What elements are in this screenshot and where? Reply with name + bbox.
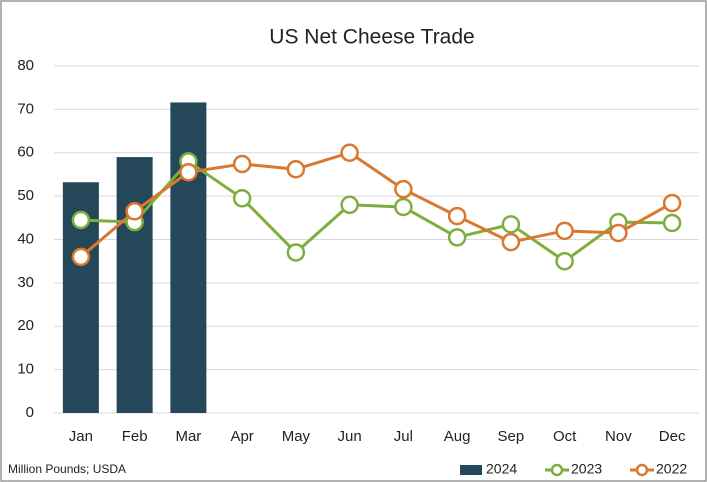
x-tick-label: May	[282, 428, 311, 445]
legend-swatch	[635, 463, 649, 477]
marker	[662, 193, 682, 213]
marker	[447, 206, 467, 226]
bar	[170, 102, 207, 413]
source-note: Million Pounds; USDA	[8, 462, 126, 476]
y-tick-label: 40	[17, 230, 34, 247]
marker	[179, 163, 198, 182]
marker	[501, 215, 521, 234]
legend-label: 2022	[656, 461, 687, 477]
marker	[286, 243, 306, 262]
x-tick-label: Oct	[553, 428, 577, 445]
marker	[340, 143, 359, 162]
marker	[501, 232, 521, 252]
marker	[662, 213, 682, 233]
marker	[555, 251, 574, 271]
x-tick-label: Jun	[338, 428, 362, 445]
marker	[609, 223, 628, 243]
x-tick-label: Jan	[69, 428, 93, 445]
marker	[394, 197, 413, 217]
marker	[555, 221, 574, 241]
x-tick-label: Jul	[394, 428, 413, 445]
marker	[71, 247, 91, 267]
marker	[286, 159, 306, 179]
y-tick-label: 30	[17, 274, 34, 291]
x-tick-label: Apr	[230, 428, 253, 445]
y-tick-label: 80	[17, 57, 34, 74]
y-tick-label: 20	[17, 317, 34, 334]
marker	[71, 210, 91, 230]
x-tick-label: Mar	[175, 428, 201, 445]
legend-label: 2024	[486, 461, 517, 477]
marker	[340, 195, 359, 215]
y-tick-label: 10	[17, 361, 34, 378]
marker	[447, 228, 467, 247]
x-tick-label: Aug	[444, 428, 471, 445]
x-tick-label: Nov	[605, 428, 632, 445]
legend-swatch	[550, 463, 564, 477]
marker	[394, 179, 413, 199]
marker	[232, 189, 252, 208]
legend-swatch	[460, 465, 482, 475]
y-tick-label: 0	[26, 404, 34, 421]
y-tick-label: 60	[17, 144, 34, 161]
y-tick-label: 70	[17, 100, 34, 117]
bar	[116, 157, 153, 413]
y-tick-label: 50	[17, 187, 34, 204]
chart-title: US Net Cheese Trade	[269, 26, 474, 49]
x-tick-label: Feb	[122, 428, 148, 445]
legend-label: 2023	[571, 461, 602, 477]
x-tick-label: Dec	[659, 428, 686, 445]
marker	[125, 202, 144, 221]
marker	[232, 154, 252, 174]
x-tick-label: Sep	[498, 428, 525, 445]
